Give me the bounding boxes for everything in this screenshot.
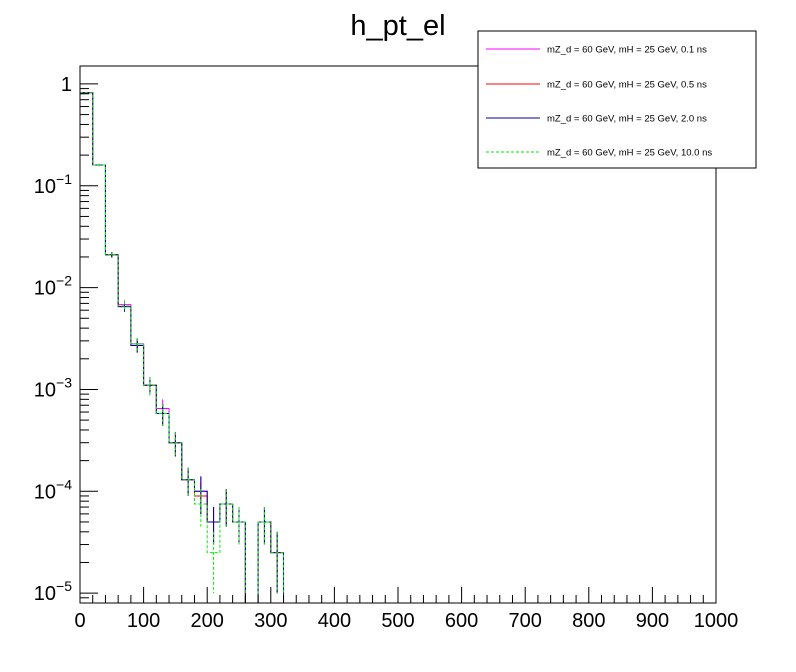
series-3: [79, 92, 716, 604]
x-tick-label: 1000: [694, 610, 739, 632]
x-tick-label: 200: [191, 610, 224, 632]
chart-title: h_pt_el: [350, 10, 445, 42]
legend-label-0: mZ_d = 60 GeV, mH = 25 GeV, 0.1 ns: [547, 45, 707, 56]
x-tick-label: 400: [318, 610, 351, 632]
y-tick-label: 10−3: [34, 374, 72, 401]
x-tick-label: 800: [572, 610, 605, 632]
series-line-3: [79, 92, 716, 604]
x-tick-label: 900: [636, 610, 669, 632]
y-axis: 1 10−1 10−2 10−3 10−4 10−5: [34, 74, 98, 605]
x-tick-label: 100: [127, 610, 160, 632]
legend: mZ_d = 60 GeV, mH = 25 GeV, 0.1 ns mZ_d =…: [477, 30, 757, 169]
y-tick-label: 10−2: [34, 273, 72, 300]
legend-label-2: mZ_d = 60 GeV, mH = 25 GeV, 2.0 ns: [547, 114, 707, 125]
y-tick-label: 10−1: [34, 171, 72, 198]
legend-label-1: mZ_d = 60 GeV, mH = 25 GeV, 0.5 ns: [547, 80, 707, 91]
x-axis: 0 100 200 300 400 500 600 700 800 900 1000: [74, 587, 738, 632]
x-tick-label: 500: [381, 610, 414, 632]
x-tick-label: 300: [254, 610, 287, 632]
y-tick-label: 1: [61, 74, 72, 96]
legend-label-3: mZ_d = 60 GeV, mH = 25 GeV, 10.0 ns: [547, 148, 712, 159]
y-tick-label: 10−5: [34, 578, 72, 605]
x-tick-label: 700: [509, 610, 542, 632]
x-tick-label: 0: [74, 610, 85, 632]
series-layer: [79, 92, 716, 604]
x-tick-label: 600: [445, 610, 478, 632]
legend-box: [477, 30, 757, 169]
y-tick-label: 10−4: [34, 476, 72, 503]
plot-area: 0 100 200 300 400 500 600 700 800 900 1000 1 10−1 10…: [34, 65, 738, 632]
